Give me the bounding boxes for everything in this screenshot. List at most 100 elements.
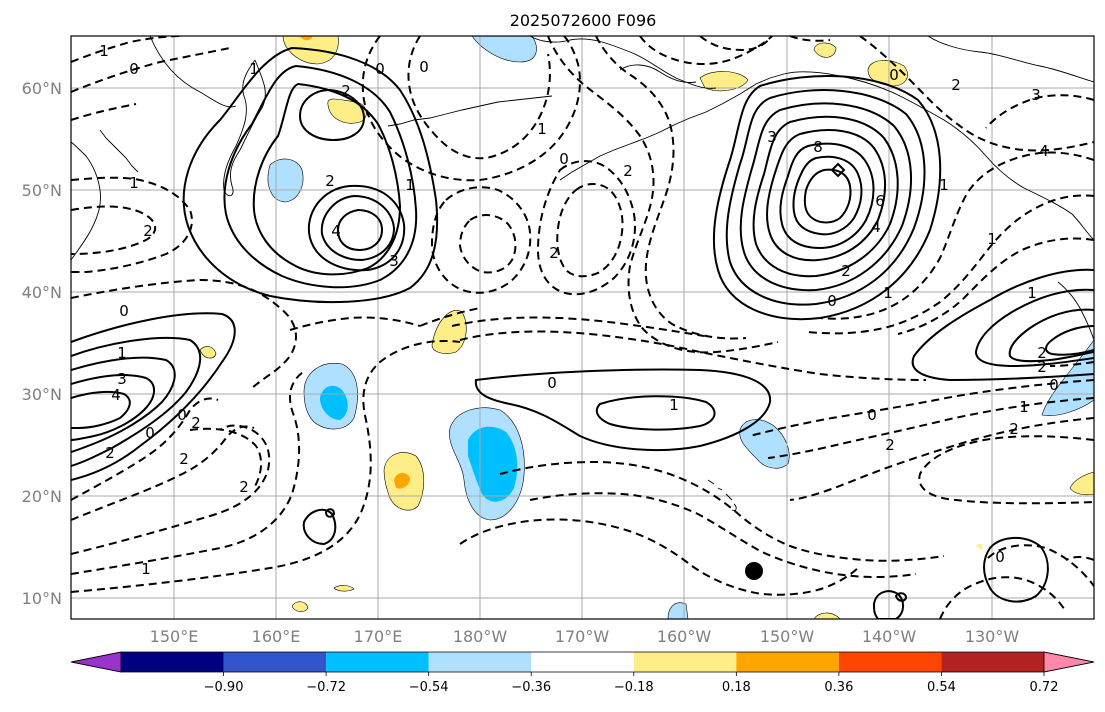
lon-label: 160°W (657, 627, 712, 646)
contour-label: 1 (405, 176, 415, 194)
colorbar-swatch (838, 652, 942, 672)
contour-label: 1 (117, 344, 127, 362)
contour-solid (71, 337, 202, 467)
contour-solid (803, 168, 852, 224)
coastline-okhotsk (149, 36, 237, 108)
lat-label: 50°N (22, 181, 62, 200)
coastline-chukotka (619, 64, 697, 83)
colorbar-tick-label: 0.36 (824, 680, 853, 695)
contour-solid (779, 142, 875, 250)
contour-solid (336, 208, 384, 252)
colorbar-tick-label: −0.72 (306, 680, 346, 695)
contour-dashed (556, 183, 624, 278)
contour-label: 3 (389, 252, 399, 270)
contour-solid (71, 356, 176, 453)
colorbar-extend-high (1043, 651, 1095, 673)
contour-label: 3 (117, 370, 127, 388)
lat-label: 10°N (22, 589, 62, 608)
shade-light-yellow (199, 346, 217, 359)
lon-label: 180°W (453, 627, 508, 646)
contour-dashed (699, 36, 773, 52)
contour-dashed (536, 160, 636, 296)
contour-label: 1 (1019, 398, 1029, 416)
lon-label: 150°E (150, 627, 199, 646)
shade-orange (394, 472, 410, 489)
contour-label: 0 (419, 58, 429, 76)
contour-label: 0 (1049, 376, 1059, 394)
contour-label: 1 (669, 396, 679, 414)
contour-dashed (1065, 556, 1094, 561)
contour-label: 2 (143, 222, 153, 240)
contour-label: 0 (129, 60, 139, 78)
contour-label: 1 (99, 42, 109, 60)
coastline-us-west (1057, 281, 1094, 341)
contour-label: 1 (129, 174, 139, 192)
contour-dashed (71, 205, 156, 255)
contour-solid (595, 395, 716, 431)
contour-solid (830, 162, 846, 178)
colorbar-outline (70, 651, 1095, 673)
contour-solid (712, 74, 942, 321)
colorbar-swatch (223, 652, 327, 672)
contour-label: 1 (939, 176, 949, 194)
contour-label: 1 (883, 284, 893, 302)
colorbar-extend-low (70, 651, 122, 673)
contour-dashed (289, 316, 421, 331)
contour-solid (872, 590, 904, 619)
coastline-hawaii (707, 479, 737, 511)
colorbar-tick-label: −0.18 (614, 680, 654, 695)
map-title: 2025072600 F096 (510, 11, 657, 30)
coastline-aleutians (387, 95, 553, 127)
contour-solid (71, 374, 155, 441)
contour-label: 1 (249, 60, 259, 78)
contour-label: 2 (341, 82, 351, 100)
contour-dashed (71, 397, 219, 501)
contour-solid (302, 508, 337, 546)
contour-dashed (918, 435, 1094, 505)
contour-dashed (459, 518, 861, 596)
latitude-labels: 60°N 50°N 40°N 30°N 20°N 10°N (22, 79, 62, 608)
contour-dashed (595, 36, 747, 340)
contour-dashed (529, 492, 917, 578)
contour-label: 2 (1037, 344, 1047, 362)
contour-dashed (459, 330, 927, 381)
contour-labels: 1 0 0 1 2 0 0 2 1 2 1 2 4 3 1 2 0 1 3 4 … (99, 42, 1059, 578)
contour-label: 2 (841, 262, 851, 280)
shade-light-yellow (1069, 471, 1094, 496)
lon-label: 130°W (965, 627, 1020, 646)
colorbar-tick-label: −0.36 (511, 680, 551, 695)
contour-label: 2 (549, 244, 559, 262)
coastline-bc (1071, 213, 1094, 241)
contour-solid (182, 46, 439, 304)
lat-label: 60°N (22, 79, 62, 98)
contour-dashed (458, 214, 517, 274)
contour-dashed (987, 544, 1094, 587)
contour-label: 0 (119, 302, 129, 320)
lon-label: 170°W (555, 627, 610, 646)
contour-dashed (767, 397, 1094, 459)
contour-label: 2 (623, 162, 633, 180)
colorbar-swatch (121, 652, 224, 672)
shade-orange (300, 36, 312, 41)
contour-label: 0 (145, 424, 155, 442)
contour-dashed (419, 307, 481, 327)
contour-solid (71, 390, 131, 429)
contour-label: 1 (1027, 284, 1037, 302)
contour-dashed (499, 460, 945, 562)
contour-solid (474, 368, 772, 452)
contour-solid (320, 194, 396, 262)
contour-solid (894, 592, 908, 602)
contour-dashed (807, 194, 1094, 335)
location-marker (745, 562, 763, 580)
contour-label: 2 (885, 436, 895, 454)
contour-label: 2 (191, 414, 201, 432)
contour-label: 3 (1031, 86, 1041, 104)
colorbar-swatch (736, 652, 839, 672)
coastline-kurils (99, 129, 139, 173)
contour-dashed (639, 36, 773, 65)
colorbar-swatch (531, 652, 634, 672)
lat-label: 20°N (22, 487, 62, 506)
contour-dashed (1049, 361, 1094, 367)
contour-solid (983, 537, 1049, 603)
contour-solid (71, 312, 236, 481)
